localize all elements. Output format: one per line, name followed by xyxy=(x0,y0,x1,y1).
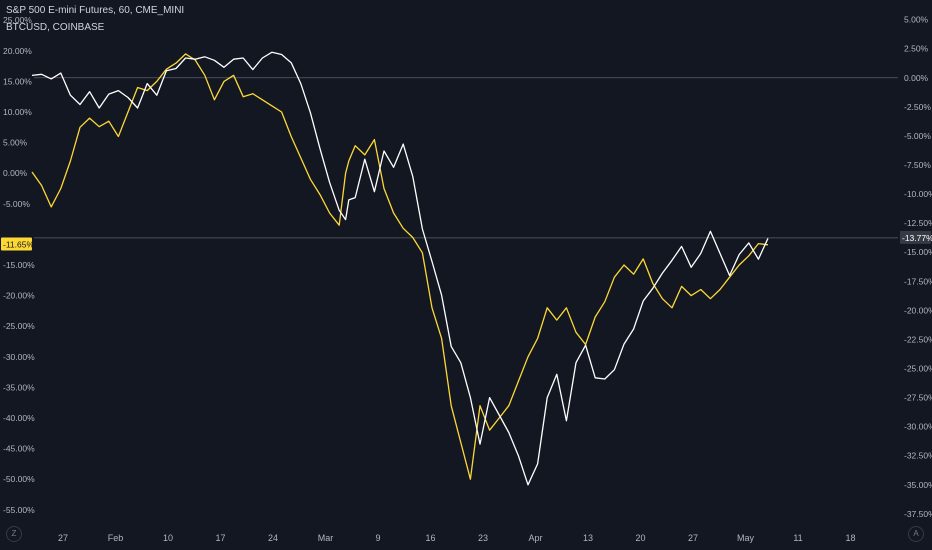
time-axis-tick-label: 17 xyxy=(215,533,225,543)
current-value-badges: -11.65% -13.77% xyxy=(1,230,932,251)
time-axis-tick-label: 27 xyxy=(688,533,698,543)
time-axis-tick-label: Apr xyxy=(528,533,542,543)
right-axis-tick-label: -10.00% xyxy=(904,189,932,199)
time-axis-tick-label: Mar xyxy=(318,533,334,543)
spx-current-badge xyxy=(900,230,931,244)
time-axis-tick-label: Feb xyxy=(108,533,124,543)
right-price-axis[interactable]: 5.00% 2.50% 0.00% -2.50% -5.00% -7.50% -10.00%… xyxy=(904,15,932,519)
right-axis-tick-label: -20.00% xyxy=(904,305,932,315)
right-axis-tick-label: 0.00% xyxy=(904,73,929,83)
left-axis-tick-label: -30.00% xyxy=(3,352,35,362)
right-axis-tick-label: -25.00% xyxy=(904,363,932,373)
current-value-lines xyxy=(34,77,898,239)
left-axis-tick-label: 20.00% xyxy=(3,46,32,56)
left-price-axis[interactable]: 25.00% 20.00% 15.00% 10.00% 5.00% 0.00% -5.00%… xyxy=(3,15,35,515)
btcusd-current-badge xyxy=(1,237,32,251)
time-axis-tick-label: 23 xyxy=(478,533,488,543)
left-axis-tick-label: -5.00% xyxy=(3,199,30,209)
right-axis-tick-label: -15.00% xyxy=(904,247,932,257)
left-axis-tick-label: -35.00% xyxy=(3,382,35,392)
time-axis-tick-label: 16 xyxy=(425,533,435,543)
right-axis-tick-label: -7.50% xyxy=(904,160,931,170)
right-axis-tick-label: -37.50% xyxy=(904,509,932,519)
time-axis-tick-label: 27 xyxy=(58,533,68,543)
legend-main-symbol[interactable]: S&P 500 E-mini Futures, 60, CME_MINI xyxy=(6,5,185,16)
time-axis-tick-label: 11 xyxy=(793,533,802,543)
left-axis-tick-label: 0.00% xyxy=(3,168,28,178)
legend-compare-symbol[interactable]: BTCUSD, COINBASE xyxy=(6,22,105,33)
right-axis-tick-label: -35.00% xyxy=(904,480,932,490)
left-axis-tick-label: 5.00% xyxy=(3,138,28,148)
left-axis-tick-label: -40.00% xyxy=(3,413,35,423)
right-axis-tick-label: -2.50% xyxy=(904,102,931,112)
left-axis-tick-label: -15.00% xyxy=(3,260,35,270)
spx-current-value: -13.77% xyxy=(902,233,932,243)
right-axis-tick-label: -30.00% xyxy=(904,422,932,432)
right-axis-tick-label: 2.50% xyxy=(904,44,929,54)
time-axis-tick-label: 20 xyxy=(635,533,645,543)
left-axis-tick-label: 15.00% xyxy=(3,76,32,86)
tradingview-logo-icon[interactable]: Z xyxy=(6,526,22,542)
time-axis[interactable]: 27 Feb 10 17 24 Mar 9 16 23 Apr 13 20 27 May 11 18 xyxy=(58,533,856,543)
time-axis-tick-label: 9 xyxy=(375,533,380,543)
btcusd-series-line xyxy=(31,53,769,480)
left-axis-tick-label: -50.00% xyxy=(3,474,35,484)
right-axis-tick-label: -27.50% xyxy=(904,393,932,403)
spx-series-line xyxy=(31,51,769,486)
right-axis-tick-label: -12.50% xyxy=(904,218,932,228)
left-axis-tick-label: -55.00% xyxy=(3,505,35,515)
auto-scale-button[interactable]: A xyxy=(908,526,924,542)
time-axis-tick-label: 13 xyxy=(583,533,593,543)
series-group xyxy=(31,51,769,486)
time-axis-tick-label: May xyxy=(737,533,755,543)
left-axis-tick-label: -25.00% xyxy=(3,321,35,331)
right-axis-tick-label: -22.50% xyxy=(904,334,932,344)
time-axis-tick-label: 10 xyxy=(163,533,173,543)
left-axis-tick-label: -45.00% xyxy=(3,444,35,454)
btcusd-current-value: -11.65% xyxy=(3,240,34,250)
left-axis-tick-label: 10.00% xyxy=(3,107,32,117)
right-axis-tick-label: -17.50% xyxy=(904,276,932,286)
right-axis-tick-label: -32.50% xyxy=(904,451,932,461)
time-axis-tick-label: 24 xyxy=(268,533,278,543)
left-axis-tick-label: -20.00% xyxy=(3,291,35,301)
right-axis-tick-label: -5.00% xyxy=(904,131,931,141)
left-axis-tick-label: 25.00% xyxy=(3,15,32,25)
right-axis-tick-label: 5.00% xyxy=(904,15,929,25)
time-axis-tick-label: 18 xyxy=(845,533,855,543)
